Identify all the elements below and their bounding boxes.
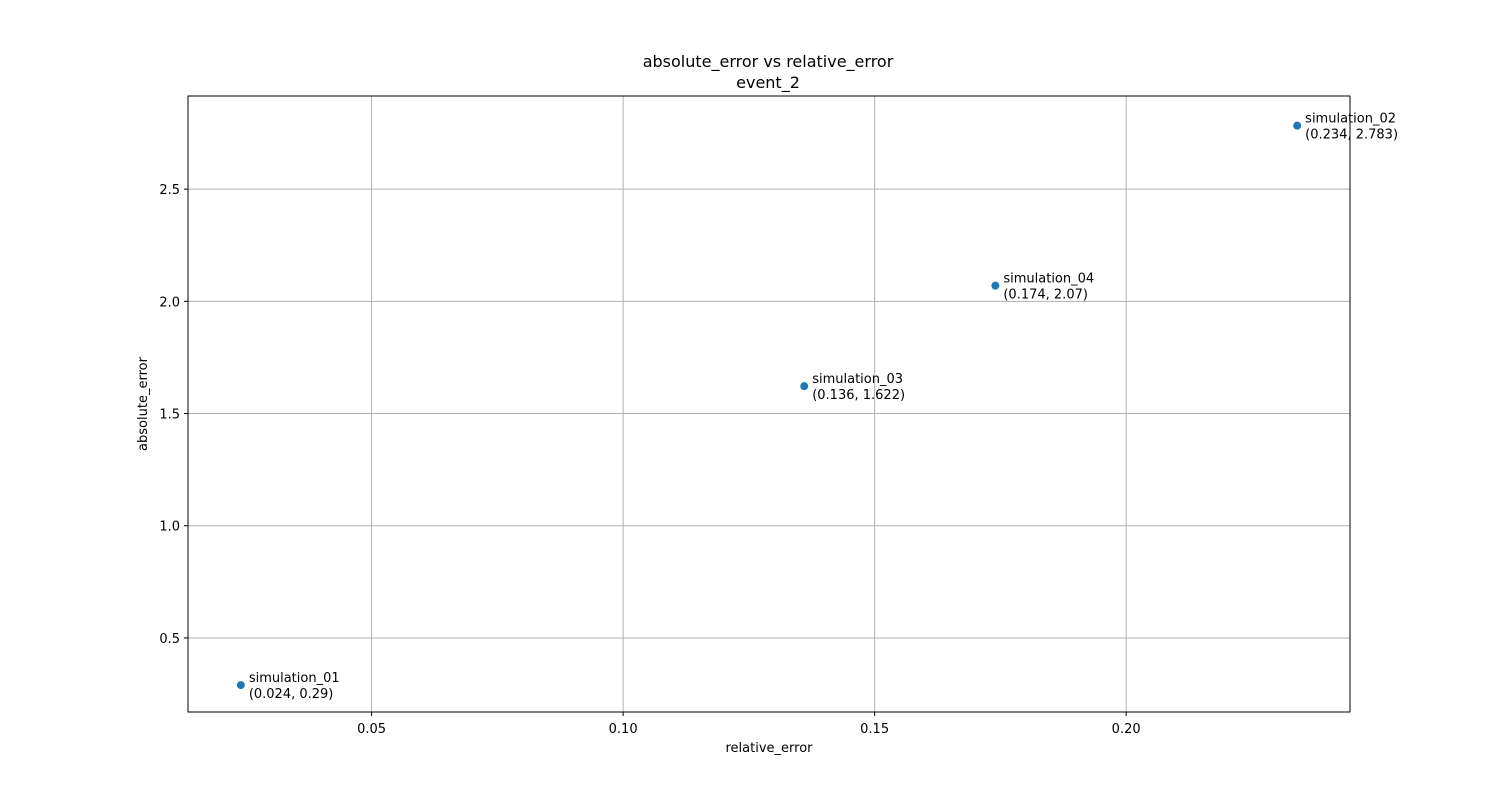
y-axis-ticks: 0.5 1.0 1.5 2.0 2.5 bbox=[159, 183, 188, 647]
scatter-marker bbox=[800, 382, 809, 391]
scatter-marker bbox=[1293, 121, 1302, 130]
scatter-marker bbox=[236, 681, 245, 690]
data-point-simulation_02: simulation_02(0.234, 2.783) bbox=[1293, 112, 1398, 143]
y-tick-label: 1.5 bbox=[159, 408, 180, 423]
chart-subtitle: event_2 bbox=[736, 73, 800, 93]
data-point-simulation_01: simulation_01(0.024, 0.29) bbox=[236, 671, 340, 702]
plot-area-frame bbox=[187, 95, 1351, 713]
chart-title: absolute_error vs relative_error bbox=[643, 52, 894, 72]
point-name-label: simulation_02 bbox=[1305, 112, 1396, 127]
data-point-simulation_03: simulation_03(0.136, 1.622) bbox=[800, 372, 905, 403]
x-tick-label: 0.10 bbox=[609, 722, 638, 737]
y-tick-label: 2.5 bbox=[159, 183, 180, 198]
point-coords-label: (0.136, 1.622) bbox=[812, 388, 905, 403]
data-points: simulation_01(0.024, 0.29)simulation_02(… bbox=[236, 112, 1398, 702]
x-axis-label: relative_error bbox=[725, 741, 813, 756]
point-name-label: simulation_01 bbox=[249, 671, 340, 686]
y-tick-label: 0.5 bbox=[159, 632, 180, 647]
x-tick-label: 0.05 bbox=[357, 722, 386, 737]
y-axis-label: absolute_error bbox=[136, 356, 151, 451]
data-point-simulation_04: simulation_04(0.174, 2.07) bbox=[991, 272, 1094, 303]
y-tick-label: 1.0 bbox=[159, 520, 180, 535]
x-tick-label: 0.20 bbox=[1112, 722, 1141, 737]
point-coords-label: (0.024, 0.29) bbox=[249, 687, 334, 702]
y-tick-label: 2.0 bbox=[159, 295, 180, 310]
point-name-label: simulation_03 bbox=[812, 372, 903, 387]
point-coords-label: (0.234, 2.783) bbox=[1305, 128, 1398, 143]
scatter-marker bbox=[991, 281, 1000, 290]
point-name-label: simulation_04 bbox=[1003, 272, 1094, 287]
x-axis-ticks: 0.05 0.10 0.15 0.20 bbox=[357, 712, 1141, 737]
point-coords-label: (0.174, 2.07) bbox=[1003, 288, 1088, 303]
x-tick-label: 0.15 bbox=[860, 722, 889, 737]
grid bbox=[188, 96, 1350, 712]
